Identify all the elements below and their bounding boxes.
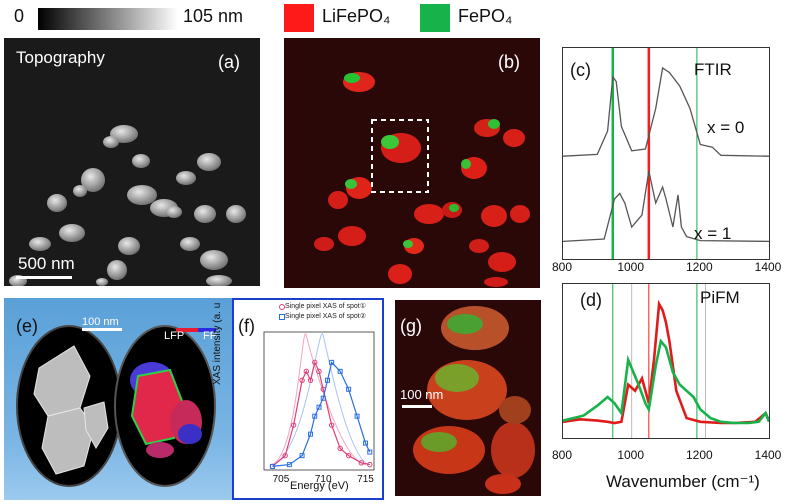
xas-series-line xyxy=(272,361,371,467)
pifm-x-tick: 800 xyxy=(552,448,572,462)
xas-point xyxy=(303,368,310,375)
colorbar-min-label: 0 xyxy=(14,6,25,26)
xas-point xyxy=(307,377,314,384)
xas-point xyxy=(358,460,365,466)
panel-g-zoom-map xyxy=(395,300,541,496)
xas-legend-marker xyxy=(279,304,285,310)
panel-g-scale-label: 100 nm xyxy=(400,387,444,402)
xas-x-tick: 715 xyxy=(357,474,374,485)
panel-g-image xyxy=(395,300,541,496)
panel-d-letter: (d) xyxy=(580,290,602,310)
xas-point xyxy=(337,445,343,452)
panel-d-x-label: Wavenumber (cm⁻¹) xyxy=(606,472,760,491)
pifm-series-line xyxy=(562,299,771,425)
panel-g-scale-bar xyxy=(402,405,432,408)
xas-reference-curve xyxy=(272,333,370,466)
panel-f-letter: (f) xyxy=(238,316,255,336)
xas-point xyxy=(337,368,343,374)
panel-c-x-axis: 800 1000 1200 1400 xyxy=(552,260,782,274)
ftir-x-tick: 1400 xyxy=(755,260,782,274)
legend-lifepo4-label: LiFePO₄ xyxy=(322,6,391,26)
panel-c-ftir-plot xyxy=(562,47,770,260)
panel-c-letter: (c) xyxy=(570,60,591,80)
xas-point xyxy=(316,404,322,410)
legend-lifepo4-swatch xyxy=(284,4,314,32)
panel-d-x-axis: 800 1000 1200 1400 xyxy=(552,448,782,462)
xas-point xyxy=(282,452,288,459)
panel-e-image xyxy=(4,298,232,500)
xas-point xyxy=(354,413,360,419)
panel-g-letter: (g) xyxy=(400,316,422,336)
chemical-map-particles xyxy=(284,38,540,288)
legend-fepo4-label: FePO₄ xyxy=(458,6,513,26)
xas-x-tick: 705 xyxy=(273,474,290,485)
ftir-plot-svg xyxy=(562,48,770,259)
xas-point xyxy=(290,422,297,428)
ftir-x-tick: 800 xyxy=(552,260,572,274)
ftir-x-tick: 1000 xyxy=(617,260,644,274)
panel-b-chemical-map xyxy=(284,38,540,288)
panel-c-curve-bottom-label: x = 1 xyxy=(694,224,732,243)
xas-point xyxy=(367,449,373,455)
panel-b-letter: (b) xyxy=(498,52,520,72)
panel-f-x-label: Energy (eV) xyxy=(290,480,349,492)
panel-f-frame: 705 710 715 xyxy=(232,298,384,500)
pifm-x-tick: 1000 xyxy=(617,448,644,462)
xas-point xyxy=(324,377,330,383)
xas-point xyxy=(316,368,322,375)
xas-point xyxy=(299,377,305,384)
xas-point xyxy=(320,395,326,401)
pifm-x-tick: 1200 xyxy=(686,448,713,462)
xas-point xyxy=(308,431,314,437)
panel-a-topography-image xyxy=(4,38,260,286)
colorbar-max-label: 105 nm xyxy=(183,6,244,26)
pifm-series-line xyxy=(562,338,771,425)
pifm-plot-svg xyxy=(562,284,771,438)
panel-f-legend-2: Single pixel XAS of spot② xyxy=(285,313,366,320)
xas-plot-svg: 705 710 715 xyxy=(263,304,375,485)
panel-e-illustration xyxy=(16,325,216,487)
xas-axes-frame xyxy=(263,331,375,471)
panel-f-y-label: XAS intensity (a. u xyxy=(212,302,223,385)
xas-point xyxy=(269,463,275,469)
xas-point xyxy=(328,422,335,428)
xas-point xyxy=(299,453,305,459)
panel-c-title: FTIR xyxy=(694,60,732,79)
panel-e-scale-label: 100 nm xyxy=(82,316,119,328)
panel-a-title: Topography xyxy=(16,48,105,67)
xas-x-tick: 710 xyxy=(315,474,332,485)
xas-point xyxy=(346,386,352,392)
topography-particles xyxy=(4,38,260,286)
panel-e-legend-lfp: LFP xyxy=(164,330,185,342)
panel-a-scale-bar xyxy=(16,276,72,279)
panel-f-legend-1: Single pixel XAS of spot① xyxy=(285,303,366,310)
panel-d-title: PiFM xyxy=(700,288,740,307)
ftir-series-line xyxy=(562,66,770,157)
xas-point xyxy=(286,462,292,468)
xas-point xyxy=(312,413,318,419)
xas-point xyxy=(329,359,335,365)
panel-c-curve-top-label: x = 0 xyxy=(707,118,745,137)
xas-point xyxy=(363,440,369,446)
panel-d-pifm-plot xyxy=(562,283,771,439)
ftir-series-line xyxy=(562,170,770,243)
legend-fepo4-swatch xyxy=(420,4,450,32)
pifm-x-tick: 1400 xyxy=(755,448,782,462)
panel-e-legend-fp: FP xyxy=(203,330,218,342)
panel-a-letter: (a) xyxy=(218,52,240,72)
xas-legend-marker xyxy=(279,314,285,320)
panel-e-letter: (e) xyxy=(16,316,38,336)
xas-point xyxy=(312,359,318,366)
xas-point xyxy=(367,461,373,468)
panel-a-scale-label: 500 nm xyxy=(18,254,75,273)
ftir-x-tick: 1200 xyxy=(686,260,713,274)
colorbar xyxy=(38,8,178,30)
xas-point xyxy=(345,452,352,459)
xas-reference-curve xyxy=(272,333,366,466)
